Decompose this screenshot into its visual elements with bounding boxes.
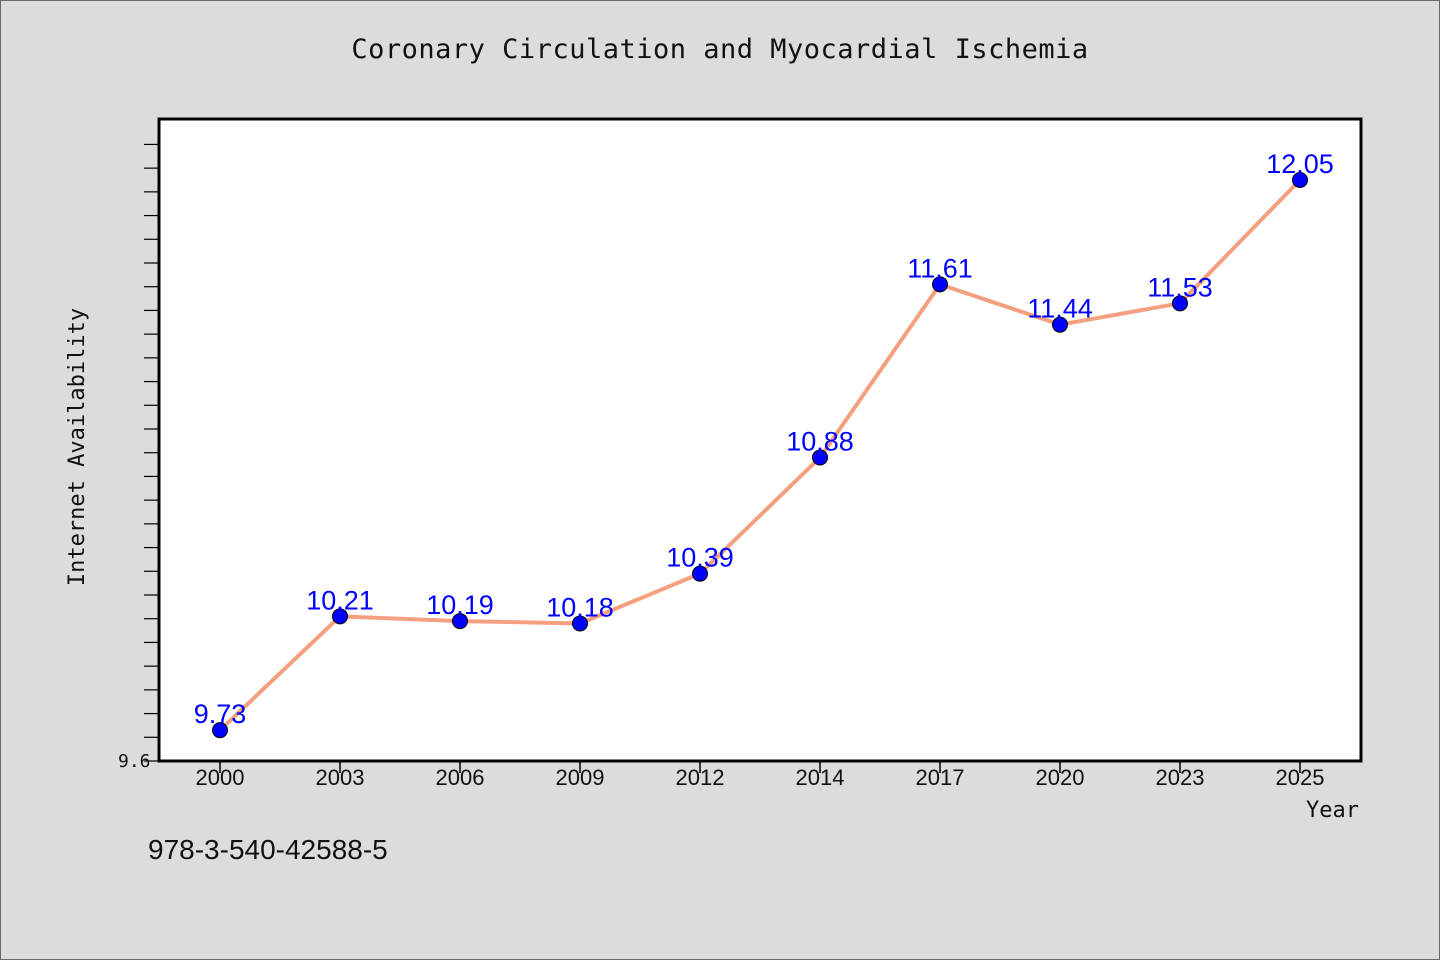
x-tick-label: 2012 [676, 765, 725, 790]
y-axis-title: Internet Availability [65, 308, 90, 586]
x-tick-label: 2017 [916, 765, 965, 790]
data-label: 10.39 [666, 543, 734, 573]
x-tick-label: 2023 [1156, 765, 1205, 790]
data-point [452, 613, 468, 630]
x-axis-title: Year [1306, 798, 1359, 823]
data-point [572, 615, 588, 632]
data-label: 10.19 [426, 590, 494, 620]
x-tick-label: 2009 [556, 765, 605, 790]
data-point [332, 608, 348, 625]
data-label: 10.88 [786, 426, 854, 456]
data-point [1292, 172, 1308, 188]
x-tick-label: 2025 [1276, 765, 1325, 790]
data-point [812, 449, 828, 466]
data-label: 11.61 [907, 253, 973, 283]
x-tick-label: 2000 [196, 765, 245, 790]
chart-title: Coronary Circulation and Myocardial Isch… [351, 34, 1089, 65]
x-tick-label: 2006 [436, 765, 485, 790]
x-tick-label: 2014 [796, 765, 845, 790]
y-axis-ticks [144, 143, 159, 762]
x-tick-label: 2020 [1036, 765, 1085, 790]
data-point [692, 565, 708, 582]
data-point [1052, 316, 1068, 333]
data-point [212, 722, 228, 739]
data-label: 11.53 [1147, 272, 1213, 302]
y-axis-min-label: 9.6 [118, 751, 151, 772]
data-point [932, 276, 948, 293]
x-tick-label: 2003 [316, 765, 365, 790]
isbn-label: 978-3-540-42588-5 [148, 834, 388, 865]
data-label: 11.44 [1027, 294, 1093, 324]
plot-area [157, 117, 1363, 763]
data-label: 9.73 [194, 699, 247, 729]
data-point [1172, 295, 1188, 312]
series-group: 9.73 10.21 10.19 10.18 10.39 10.88 11.61 11.44 1… [194, 149, 1334, 739]
x-axis-ticks: 2000 2003 2006 2009 2012 2014 2017 2020 2023 2025 [196, 761, 1325, 790]
data-label: 12.05 [1266, 149, 1334, 179]
data-label: 10.21 [306, 585, 374, 615]
data-label: 10.18 [546, 592, 614, 622]
series-line [218, 178, 1302, 732]
